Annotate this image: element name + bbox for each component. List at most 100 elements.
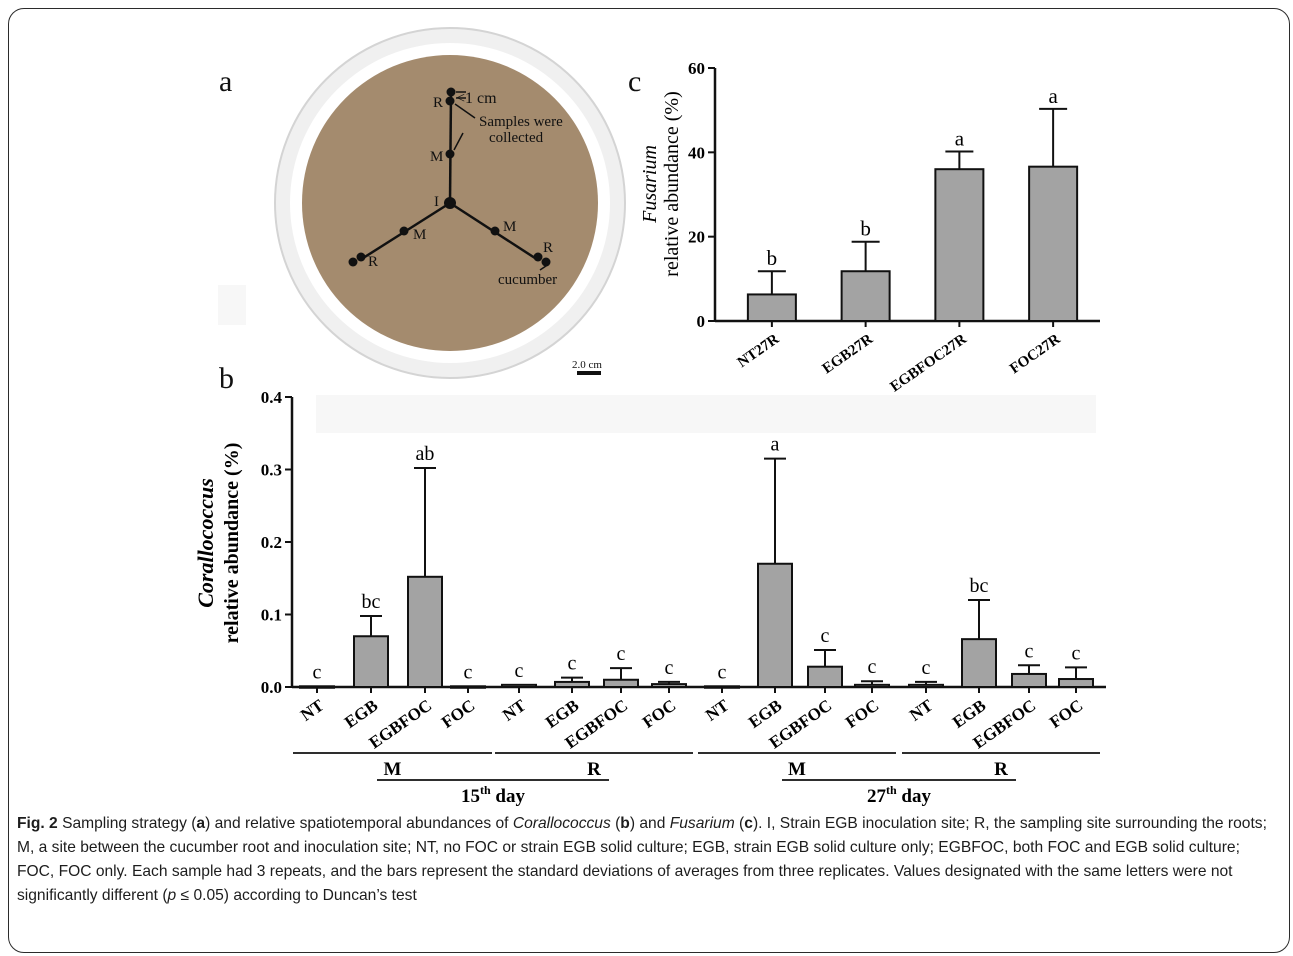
chart-b-ytick-label: 0.1 (261, 606, 282, 625)
caption-text: ( (734, 815, 745, 832)
chart-c-ytick-label: 60 (688, 59, 705, 78)
chart-b-group-label: M (788, 759, 806, 780)
chart-b-day-label: 15th day (461, 783, 525, 807)
arrow-collected (453, 132, 464, 151)
chart-b-letter: c (1025, 640, 1034, 662)
chart-b-bar (1011, 672, 1047, 689)
scan-artifact (316, 395, 1096, 433)
chart-b-xtick-label: NT (702, 695, 733, 724)
label-R-top: R (433, 95, 443, 111)
chart-c-ytick-label: 0 (697, 312, 706, 331)
site-dot-R-left (348, 257, 358, 267)
chart-b-group-label: R (587, 759, 601, 780)
chart-b-group-label: R (994, 759, 1008, 780)
chart-b-bar (501, 683, 537, 689)
chart-b-letter: c (464, 661, 473, 683)
chart-c-xtick-label: NT27R (735, 331, 783, 371)
caption-fig-label: Fig. 2 (17, 815, 58, 832)
chart-b-ytick-label: 0.2 (261, 533, 282, 552)
chart-b-ytick-label: 0.3 (261, 461, 282, 480)
site-dot-R-left2 (356, 252, 366, 262)
chart-b-bar (353, 635, 389, 688)
scan-artifact (218, 285, 246, 325)
chart-b-bar (651, 683, 687, 689)
scale-bar (577, 371, 601, 375)
site-dot-R-top2 (445, 96, 455, 106)
caption-ref-a: a (196, 815, 206, 832)
chart-c-xtick-label: EGB27R (820, 331, 876, 377)
label-I: I (434, 194, 439, 210)
caption-ref-c: c (744, 815, 753, 832)
chart-b-bar (603, 678, 639, 688)
chart-b-ylabel: relative abundance (%) (221, 443, 243, 644)
chart-b-letter: c (821, 625, 830, 647)
chart-b-bar (961, 638, 997, 688)
site-dot-M-top (445, 149, 455, 159)
site-dot-I (444, 197, 456, 209)
label-M-right: M (503, 219, 516, 235)
chart-b-bar (807, 665, 843, 689)
chart-c-ytick-label: 40 (688, 143, 705, 162)
chart-c-letter: b (860, 217, 871, 241)
chart-b-xtick-label: FOC (842, 696, 882, 732)
chart-c-bar (1028, 165, 1079, 322)
chart-b-day-label: 27th day (867, 783, 931, 807)
chart-c-letter: b (767, 246, 778, 270)
panel-b-letter: b (219, 362, 234, 395)
chart-b-xtick-label: FOC (438, 696, 478, 732)
chart-c-bar (840, 270, 891, 322)
chart-b-ytick-label: 0.4 (261, 388, 283, 407)
chart-b-group-label: M (384, 759, 402, 780)
chart-b-letter: c (568, 653, 577, 675)
chart-b-letter: c (718, 661, 727, 683)
chart-b-letter: c (868, 656, 877, 678)
chart-b-xtick-label: FOC (639, 696, 679, 732)
site-dot-R-top (446, 87, 456, 97)
scale-bar-label: 2.0 cm (572, 359, 602, 371)
chart-b-bar (450, 685, 486, 689)
site-dot-M-left (399, 226, 409, 236)
chart-b-letter: c (922, 657, 931, 679)
chart-b-letter: a (771, 434, 780, 456)
label-M-top: M (430, 149, 443, 165)
chart-b-letter: bc (362, 591, 381, 613)
chart-b-letter: c (515, 660, 524, 682)
label-R-left: R (368, 254, 378, 270)
chart-b-bar (757, 562, 793, 688)
chart-b-letter: ab (416, 443, 435, 465)
chart-b-letter: c (617, 643, 626, 665)
label-distance: <1 cm (456, 90, 497, 107)
label-collected: collected (489, 130, 544, 146)
chart-b-bar (554, 680, 590, 688)
site-dot-R-right (533, 252, 543, 262)
chart-b-ytick-label: 0.0 (261, 678, 282, 697)
chart-b-bar (854, 683, 890, 689)
chart-c-xtick-label: FOC27R (1007, 331, 1063, 377)
panel-c-letter: c (628, 65, 642, 98)
caption-text: ). I, Strain EGB inoculation site; R, th… (17, 815, 1267, 904)
chart-b-bar (908, 683, 944, 689)
caption-text: Sampling strategy ( (57, 815, 197, 832)
caption-ref-b: b (620, 815, 630, 832)
chart-b-xtick-label: FOC (1046, 696, 1086, 732)
caption-p: p (167, 887, 177, 904)
chart-c-bar (746, 293, 797, 322)
arrow-samples (454, 103, 476, 119)
chart-b-xtick-label: NT (499, 695, 530, 724)
chart-b-xtick-label: EGB (341, 696, 381, 732)
caption-text: ) and (629, 815, 670, 832)
chart-c-ylabel-italic: Fusarium (639, 145, 661, 224)
label-M-left: M (413, 227, 426, 243)
site-dot-M-right (490, 226, 500, 236)
chart-b-letter: c (313, 661, 322, 683)
chart-c-letter: a (955, 126, 965, 150)
chart-b-bar (1058, 678, 1094, 688)
chart-b-xtick-label: NT (906, 695, 937, 724)
sampling-dish-photo: R <1 cm Samples were collected M I M M R… (274, 27, 626, 379)
label-samples: Samples were (479, 114, 563, 130)
label-cucumber: cucumber (498, 272, 557, 288)
chart-b-letter: c (665, 657, 674, 679)
chart-b-ylabel-italic: Corallococcus (193, 478, 218, 608)
